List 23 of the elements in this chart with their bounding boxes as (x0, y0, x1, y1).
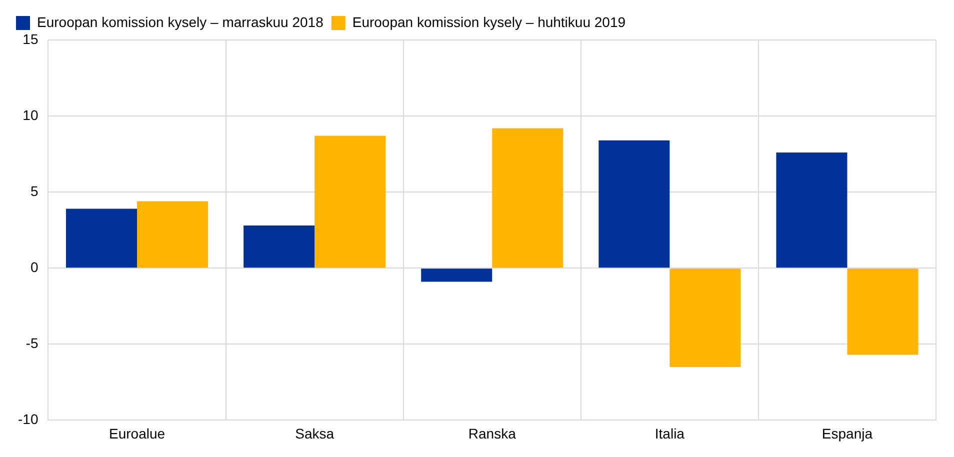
bar (492, 128, 564, 268)
x-tick-label: Italia (654, 425, 685, 442)
y-tick-label: 0 (30, 258, 38, 275)
y-tick-label: -5 (26, 335, 38, 352)
legend-label: Euroopan komission kysely – marraskuu 2018 (37, 14, 324, 30)
x-tick-label: Espanja (822, 425, 873, 442)
bar (670, 268, 741, 367)
y-tick-label: 15 (22, 30, 38, 47)
x-tick-label: Ranska (468, 425, 516, 442)
bar (137, 201, 208, 268)
legend-label: Euroopan komission kysely – huhtikuu 2019 (352, 14, 626, 30)
x-tick-label: Saksa (295, 425, 334, 442)
bar (421, 268, 492, 282)
y-tick-label: -10 (18, 411, 38, 428)
bar (598, 140, 670, 268)
bar (847, 268, 918, 355)
bar (314, 136, 386, 268)
y-tick-label: 10 (22, 106, 38, 123)
bar (776, 152, 848, 268)
x-tick-label: Euroalue (108, 425, 166, 442)
bar (244, 226, 315, 268)
y-tick-label: 5 (30, 182, 38, 199)
bar (66, 208, 138, 268)
